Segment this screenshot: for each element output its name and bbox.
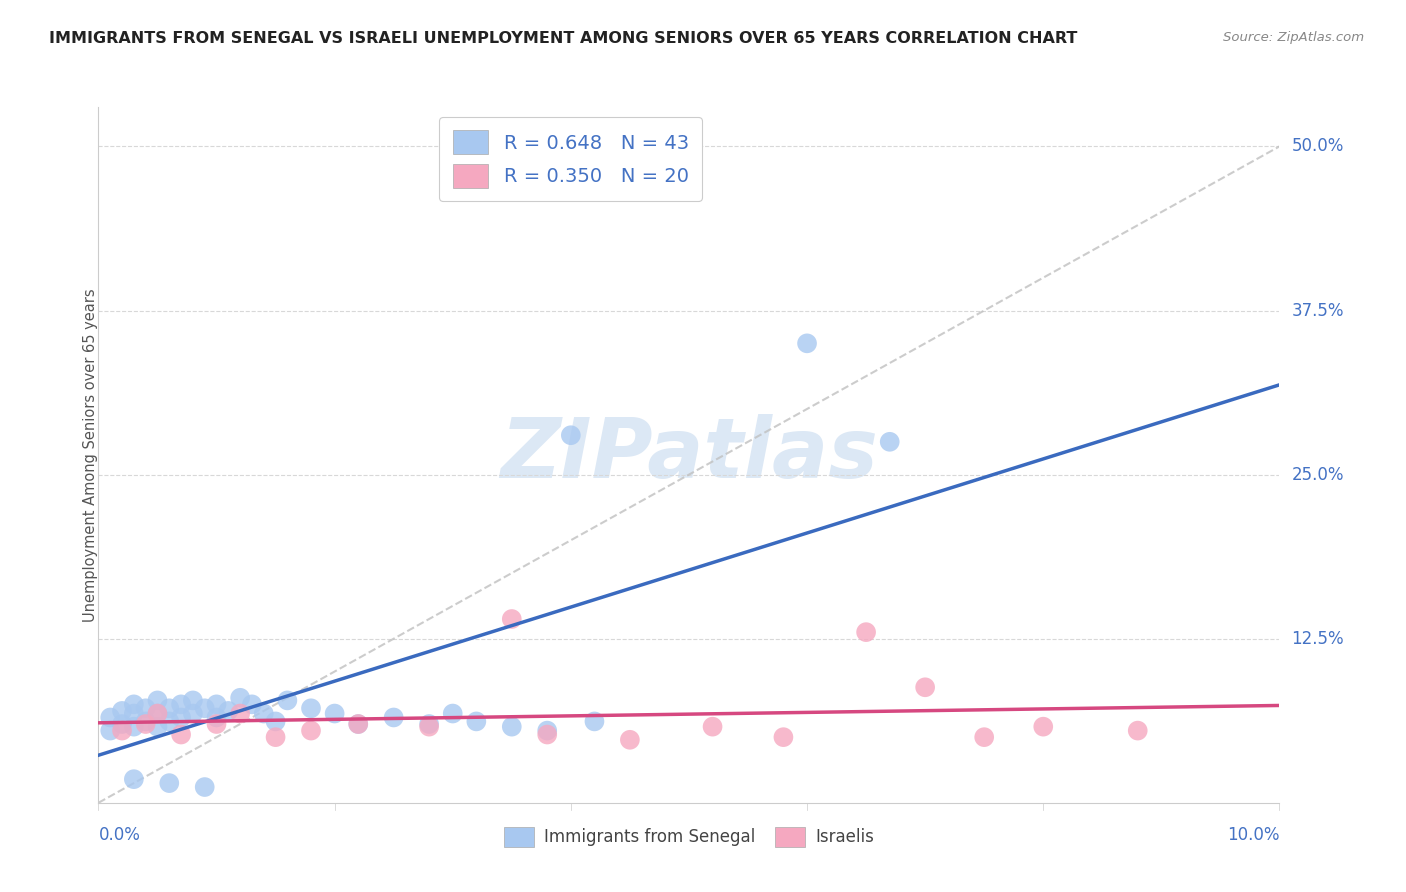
Point [194, 780, 217, 794]
Point [536, 727, 558, 741]
Point [264, 714, 287, 729]
Point [98, 710, 121, 724]
Point [276, 693, 298, 707]
Point [157, 776, 180, 790]
Text: 25.0%: 25.0% [1291, 466, 1344, 483]
Point [181, 706, 204, 721]
Point [501, 612, 523, 626]
Point [382, 710, 405, 724]
Point [855, 625, 877, 640]
Point [111, 717, 134, 731]
Point [347, 717, 370, 731]
Point [135, 717, 157, 731]
Point [418, 720, 440, 734]
Point [205, 717, 228, 731]
Point [146, 693, 169, 707]
Point [146, 720, 169, 734]
Text: ZIPatlas: ZIPatlas [501, 415, 877, 495]
Point [299, 701, 322, 715]
Point [157, 714, 180, 729]
Point [973, 730, 995, 744]
Point [240, 698, 263, 712]
Point [501, 720, 523, 734]
Point [583, 714, 606, 729]
Point [264, 730, 287, 744]
Text: 50.0%: 50.0% [1291, 137, 1344, 155]
Text: 37.5%: 37.5% [1291, 301, 1344, 319]
Point [135, 701, 157, 715]
Point [229, 706, 252, 721]
Point [347, 717, 370, 731]
Point [217, 704, 239, 718]
Point [536, 723, 558, 738]
Point [702, 720, 724, 734]
Y-axis label: Unemployment Among Seniors over 65 years: Unemployment Among Seniors over 65 years [83, 288, 97, 622]
Point [122, 706, 145, 721]
Text: IMMIGRANTS FROM SENEGAL VS ISRAELI UNEMPLOYMENT AMONG SENIORS OVER 65 YEARS CORR: IMMIGRANTS FROM SENEGAL VS ISRAELI UNEMP… [49, 31, 1077, 46]
Point [111, 704, 134, 718]
Point [560, 428, 582, 442]
Point [194, 701, 217, 715]
Point [157, 701, 180, 715]
Point [772, 730, 794, 744]
Point [111, 723, 134, 738]
Text: Source: ZipAtlas.com: Source: ZipAtlas.com [1223, 31, 1364, 45]
Point [205, 710, 228, 724]
Point [122, 772, 145, 787]
Point [418, 717, 440, 731]
Point [122, 698, 145, 712]
Point [253, 706, 276, 721]
Point [146, 706, 169, 721]
Point [914, 680, 936, 694]
Point [170, 727, 193, 741]
Point [135, 714, 157, 729]
Point [465, 714, 488, 729]
Point [146, 706, 169, 721]
Legend: Immigrants from Senegal, Israelis: Immigrants from Senegal, Israelis [498, 820, 880, 854]
Point [619, 732, 641, 747]
Text: 10.0%: 10.0% [1227, 826, 1279, 845]
Point [1126, 723, 1149, 738]
Point [229, 690, 252, 705]
Point [796, 336, 818, 351]
Text: 0.0%: 0.0% [98, 826, 141, 845]
Point [323, 706, 346, 721]
Point [181, 693, 204, 707]
Point [299, 723, 322, 738]
Point [441, 706, 464, 721]
Point [205, 698, 228, 712]
Point [98, 723, 121, 738]
Point [122, 720, 145, 734]
Text: 12.5%: 12.5% [1291, 630, 1344, 648]
Point [879, 434, 901, 449]
Point [170, 698, 193, 712]
Point [170, 710, 193, 724]
Point [1032, 720, 1054, 734]
